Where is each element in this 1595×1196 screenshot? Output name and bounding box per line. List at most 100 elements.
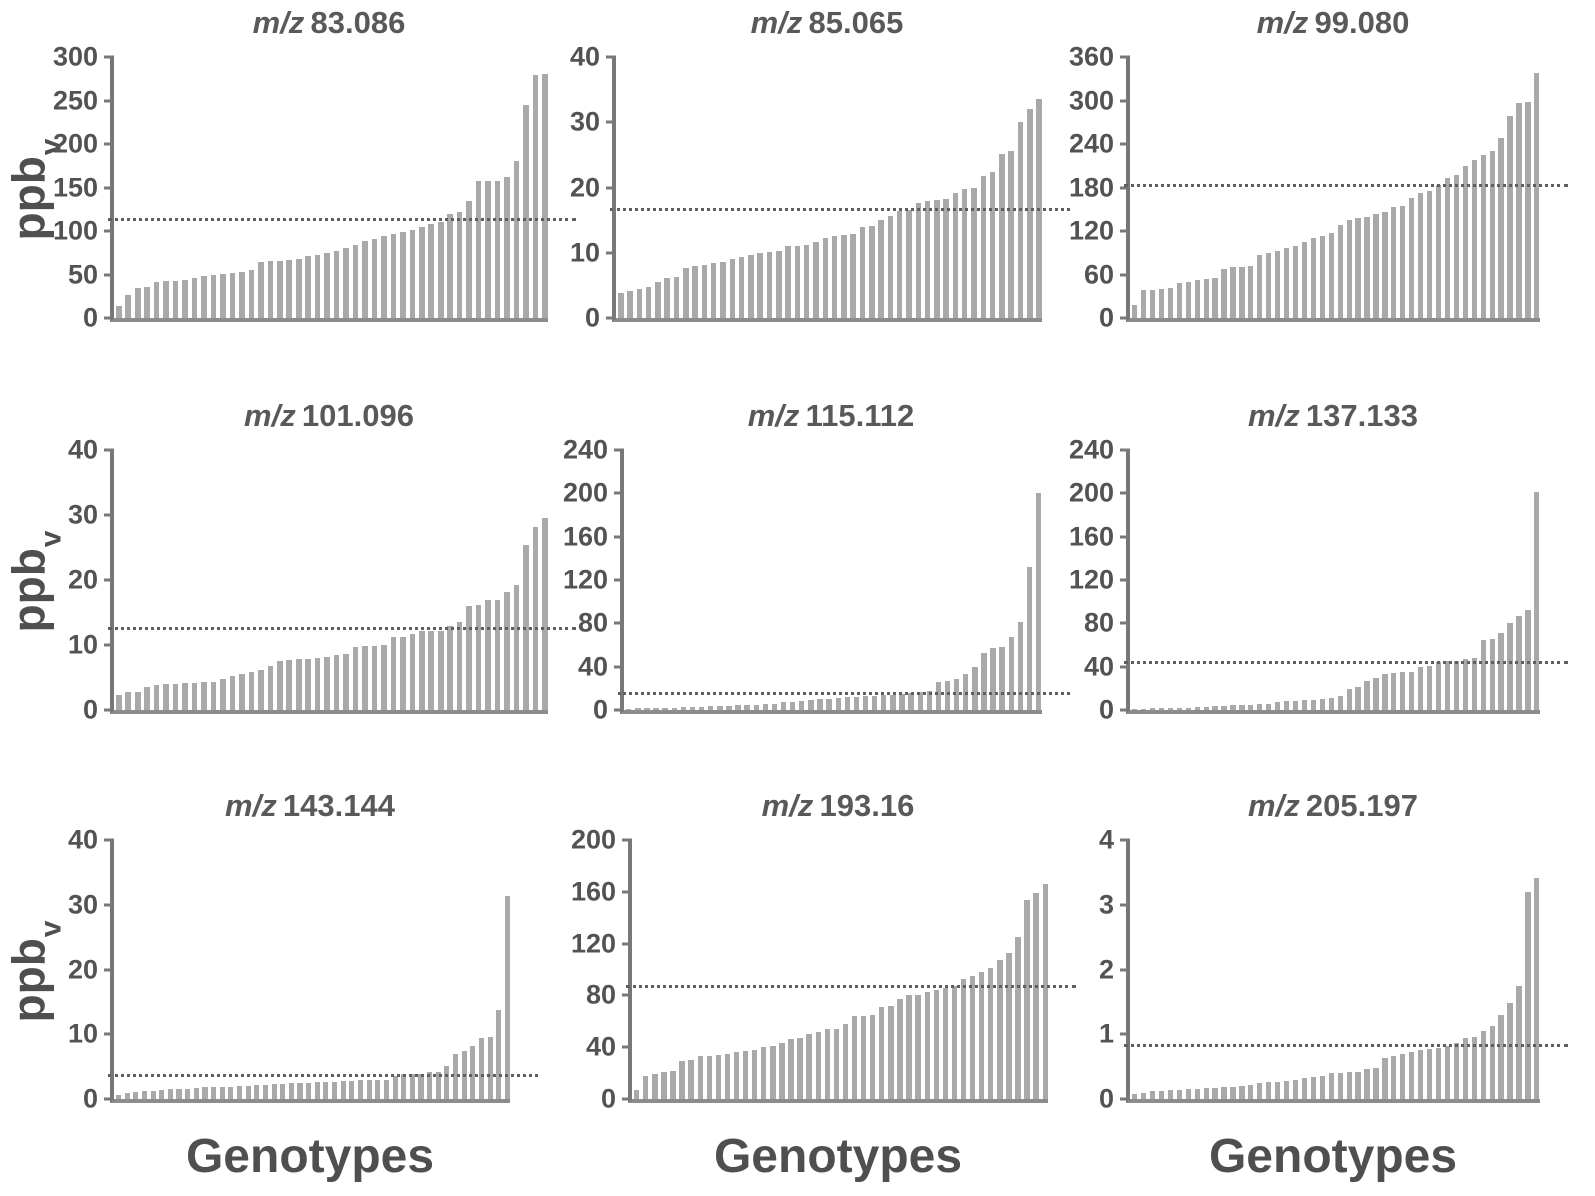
bar — [870, 1014, 876, 1099]
bar — [799, 701, 805, 710]
bar — [1310, 700, 1317, 710]
bar — [1319, 699, 1325, 710]
bar — [879, 1007, 885, 1099]
y-tick-mark — [614, 491, 624, 495]
mean-dotted-line — [108, 627, 576, 631]
bar — [1185, 281, 1191, 318]
bar — [842, 1023, 849, 1099]
chart-mz-193-16: m/z 193.16 200 160 120 80 40 0 Genotypes — [571, 788, 1076, 1183]
bar — [1426, 665, 1433, 710]
bar — [626, 708, 632, 710]
y-tick-label: 200 — [1068, 477, 1114, 508]
chart-mz-101-096: m/z 101.096 ppbv 40 30 20 10 0 — [2, 398, 576, 723]
bar — [697, 1056, 703, 1099]
bar — [924, 200, 931, 318]
bar — [116, 1095, 122, 1099]
y-tick-label: 0 — [82, 1083, 98, 1114]
y-tick-mark — [104, 838, 114, 842]
y-tick-label: 160 — [570, 876, 616, 907]
bar — [1373, 1067, 1379, 1099]
y-tick-label: 80 — [585, 979, 616, 1010]
plot-area: 40 30 20 10 0 — [68, 436, 576, 723]
bar — [400, 231, 406, 318]
bar — [794, 245, 801, 318]
y-tick-mark — [1120, 708, 1130, 712]
y-tick-label: 240 — [1068, 434, 1114, 465]
chart-title-value: 83.086 — [310, 5, 406, 40]
bar — [943, 199, 949, 318]
bar — [1489, 638, 1495, 710]
bar — [726, 705, 732, 710]
bar — [1400, 672, 1406, 710]
chart-title: m/z 115.112 — [580, 398, 1082, 434]
chart-title-prefix: m/z — [1256, 5, 1309, 40]
bar — [1453, 1043, 1460, 1099]
y-tick-label: 240 — [1068, 128, 1114, 159]
plot-area: 240 200 160 120 80 40 0 — [563, 436, 1070, 723]
bar — [1489, 1026, 1495, 1099]
bar — [163, 684, 169, 710]
bar — [435, 1071, 441, 1099]
bar — [1319, 236, 1325, 318]
bar — [1453, 661, 1460, 710]
bar — [1498, 1014, 1504, 1099]
bar — [1507, 116, 1513, 318]
bar — [1042, 884, 1048, 1099]
bar — [1167, 288, 1174, 318]
bar — [447, 213, 454, 318]
y-tick-label: 120 — [1068, 215, 1114, 246]
bar — [636, 288, 643, 318]
y-tick-mark — [104, 229, 114, 233]
y-tick-label: 80 — [577, 607, 608, 638]
y-tick-mark — [1120, 621, 1130, 625]
bar — [295, 258, 302, 318]
y-tick-label: 40 — [569, 41, 600, 72]
y-tick-mark — [104, 448, 114, 452]
bar — [466, 606, 472, 710]
bar — [844, 697, 851, 710]
y-tick-mark — [104, 186, 114, 189]
bar — [1292, 245, 1299, 318]
bar — [934, 199, 940, 318]
bar — [1409, 198, 1415, 318]
bar — [1471, 1036, 1477, 1099]
y-tick-label: 30 — [569, 106, 600, 137]
mean-dotted-line — [618, 691, 1070, 695]
bar — [1275, 702, 1281, 710]
y-tick-label: 180 — [1068, 172, 1114, 202]
bar — [1158, 289, 1165, 318]
bar — [997, 960, 1003, 1099]
y-tick-label: 3 — [1098, 889, 1114, 920]
bar — [776, 250, 782, 318]
bar — [485, 599, 491, 710]
bar — [1525, 610, 1531, 710]
x-axis-label: Genotypes — [185, 1130, 435, 1183]
bar — [789, 702, 796, 710]
bar-series — [116, 840, 510, 1099]
bar — [1391, 1056, 1397, 1099]
bar — [673, 276, 680, 318]
bar — [757, 253, 763, 318]
bar — [896, 211, 903, 318]
bar — [1391, 207, 1397, 318]
bar — [851, 1016, 858, 1099]
y-tick-label: 20 — [67, 954, 98, 984]
bar — [1248, 704, 1254, 710]
bar — [853, 697, 860, 710]
bar — [1382, 1058, 1388, 1099]
bar — [362, 645, 368, 710]
bar — [744, 704, 750, 710]
bar — [653, 707, 659, 710]
chart-title-prefix: m/z — [747, 398, 800, 433]
bar — [116, 305, 122, 318]
bar — [134, 692, 141, 710]
y-tick-label: 0 — [1098, 1083, 1114, 1114]
y-tick-label: 50 — [67, 259, 98, 289]
chart-title-value: 99.080 — [1314, 5, 1410, 40]
bar — [1337, 225, 1343, 318]
bar — [1373, 214, 1379, 318]
bar — [924, 991, 930, 1099]
chart-title-prefix: m/z — [761, 788, 814, 823]
bar — [1149, 707, 1156, 710]
